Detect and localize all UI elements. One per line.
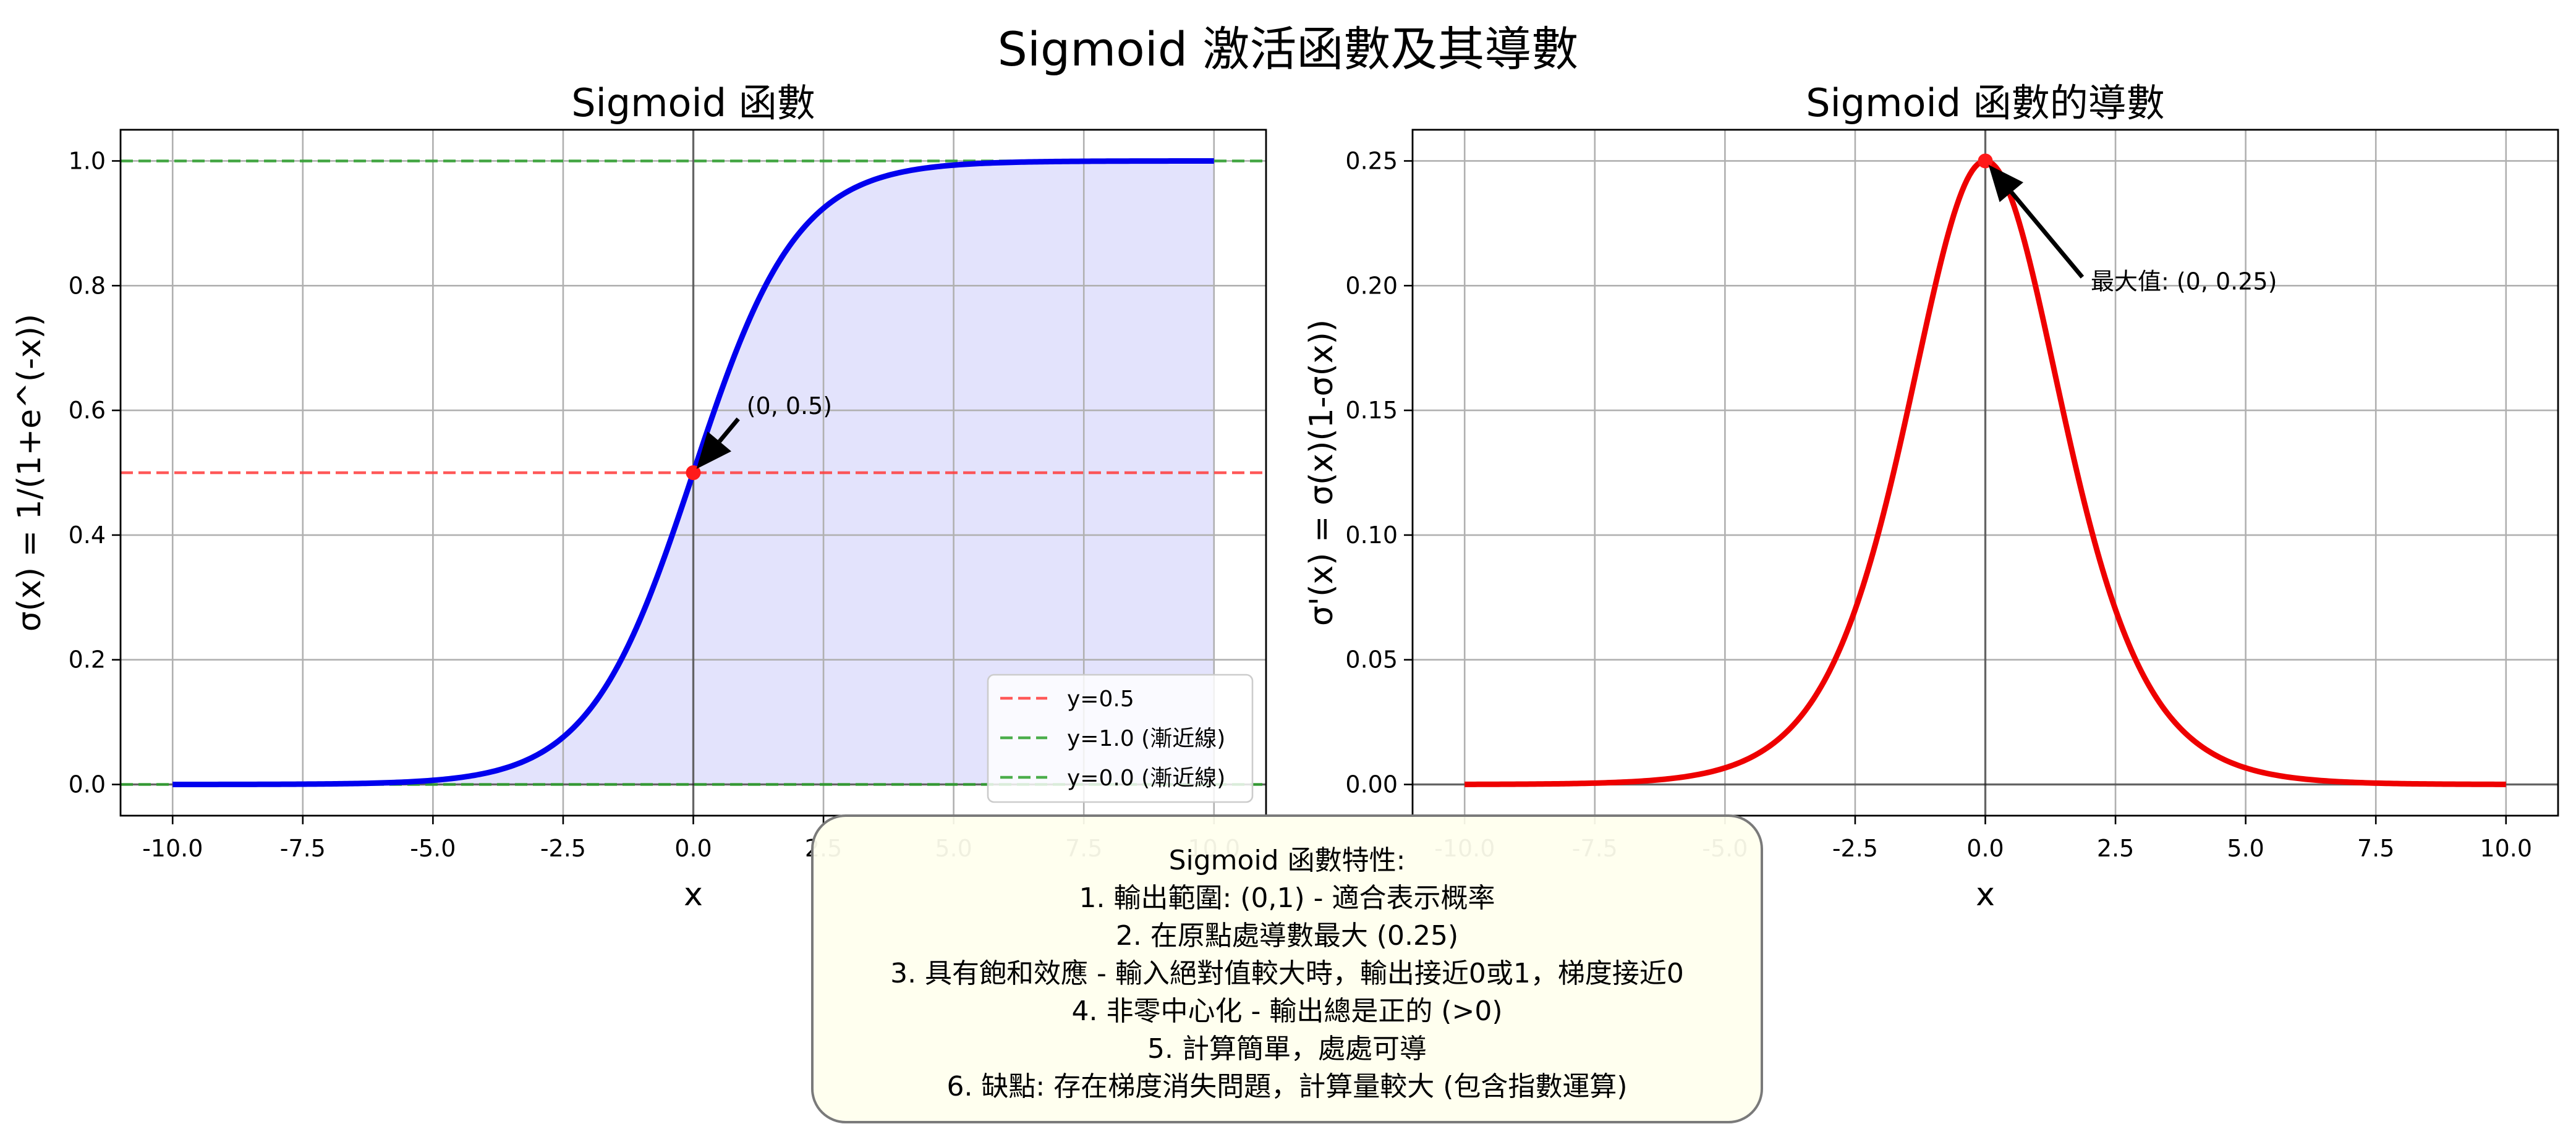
x-tick-label: -7.5 — [280, 835, 326, 862]
x-tick-label: 5.0 — [2227, 835, 2264, 862]
y-tick-label: 0.10 — [1345, 522, 1398, 549]
y-tick-label: 0.00 — [1345, 771, 1398, 798]
legend-label: y=0.5 — [1067, 687, 1134, 712]
y-tick-label: 0.0 — [69, 771, 106, 798]
y-axis-label: σ'(x) = σ(x)(1-σ(x)) — [1303, 319, 1340, 626]
x-tick-label: -2.5 — [540, 835, 586, 862]
info-line: 6. 缺點: 存在梯度消失問題，計算量較大 (包含指數運算) — [946, 1071, 1628, 1102]
y-tick-label: 0.4 — [69, 522, 106, 549]
annotation-arrow-head — [1988, 164, 2023, 203]
figure-title: Sigmoid 激活函數及其導數 — [997, 22, 1579, 77]
y-tick-label: 0.20 — [1345, 272, 1398, 299]
annotation-arrow-head — [696, 431, 731, 469]
data-point — [1978, 153, 1993, 169]
y-axis-label: σ(x) = 1/(1+e^(-x)) — [11, 314, 48, 632]
x-tick-label: 2.5 — [2097, 835, 2134, 862]
data-point — [686, 465, 701, 480]
x-tick-label: 0.0 — [1966, 835, 2004, 862]
info-line: 3. 具有飽和效應 - 輸入絕對值較大時，輸出接近0或1，梯度接近0 — [890, 958, 1684, 989]
annotation-arrow-shaft — [718, 417, 740, 443]
y-tick-label: 0.8 — [69, 272, 106, 299]
info-line: 2. 在原點處導數最大 (0.25) — [1115, 920, 1459, 952]
x-axis-label: x — [1976, 876, 1995, 913]
x-axis-label: x — [684, 876, 703, 913]
y-tick-label: 0.2 — [69, 646, 106, 674]
info-line: 5. 計算簡單，處處可導 — [1147, 1033, 1427, 1065]
chart-title: Sigmoid 函數 — [571, 80, 815, 125]
info-line: 4. 非零中心化 - 輸出總是正的 (>0) — [1071, 995, 1503, 1027]
annotation-arrow-shaft — [2010, 190, 2085, 279]
y-tick-label: 0.6 — [69, 397, 106, 424]
sigmoid-properties-box: Sigmoid 函數特性: 1. 輸出範圍: (0,1) - 適合表示概率 2.… — [811, 814, 1763, 1123]
y-tick-label: 0.05 — [1345, 646, 1398, 674]
chart-title: Sigmoid 函數的導數 — [1806, 80, 2165, 125]
x-tick-label: 10.0 — [2480, 835, 2532, 862]
info-title: Sigmoid 函數特性: — [1168, 845, 1406, 876]
plot-area — [1413, 130, 2558, 816]
x-tick-label: 0.0 — [674, 835, 712, 862]
legend-frame — [987, 674, 1254, 803]
x-tick-label: 7.5 — [2357, 835, 2394, 862]
annotation-text: (0, 0.5) — [747, 392, 832, 420]
x-tick-label: -2.5 — [1832, 835, 1878, 862]
x-tick-label: -5.0 — [410, 835, 456, 862]
sigmoid-derivative-chart: -10.0-7.5-5.0-2.50.02.55.07.510.00.000.0… — [1303, 80, 2559, 913]
legend-label: y=1.0 (漸近線) — [1067, 726, 1225, 751]
sigmoid-chart: -10.0-7.5-5.0-2.50.02.55.07.510.00.00.20… — [11, 80, 1267, 913]
info-line: 1. 輸出範圍: (0,1) - 適合表示概率 — [1079, 882, 1495, 914]
legend-label: y=0.0 (漸近線) — [1067, 766, 1225, 791]
annotation-text: 最大值: (0, 0.25) — [2091, 268, 2277, 295]
y-tick-label: 0.15 — [1345, 397, 1398, 424]
y-tick-label: 1.0 — [69, 147, 106, 174]
y-tick-label: 0.25 — [1345, 147, 1398, 174]
legend: y=0.5 y=1.0 (漸近線) y=0.0 (漸近線) — [987, 674, 1254, 803]
x-tick-label: -10.0 — [142, 835, 203, 862]
